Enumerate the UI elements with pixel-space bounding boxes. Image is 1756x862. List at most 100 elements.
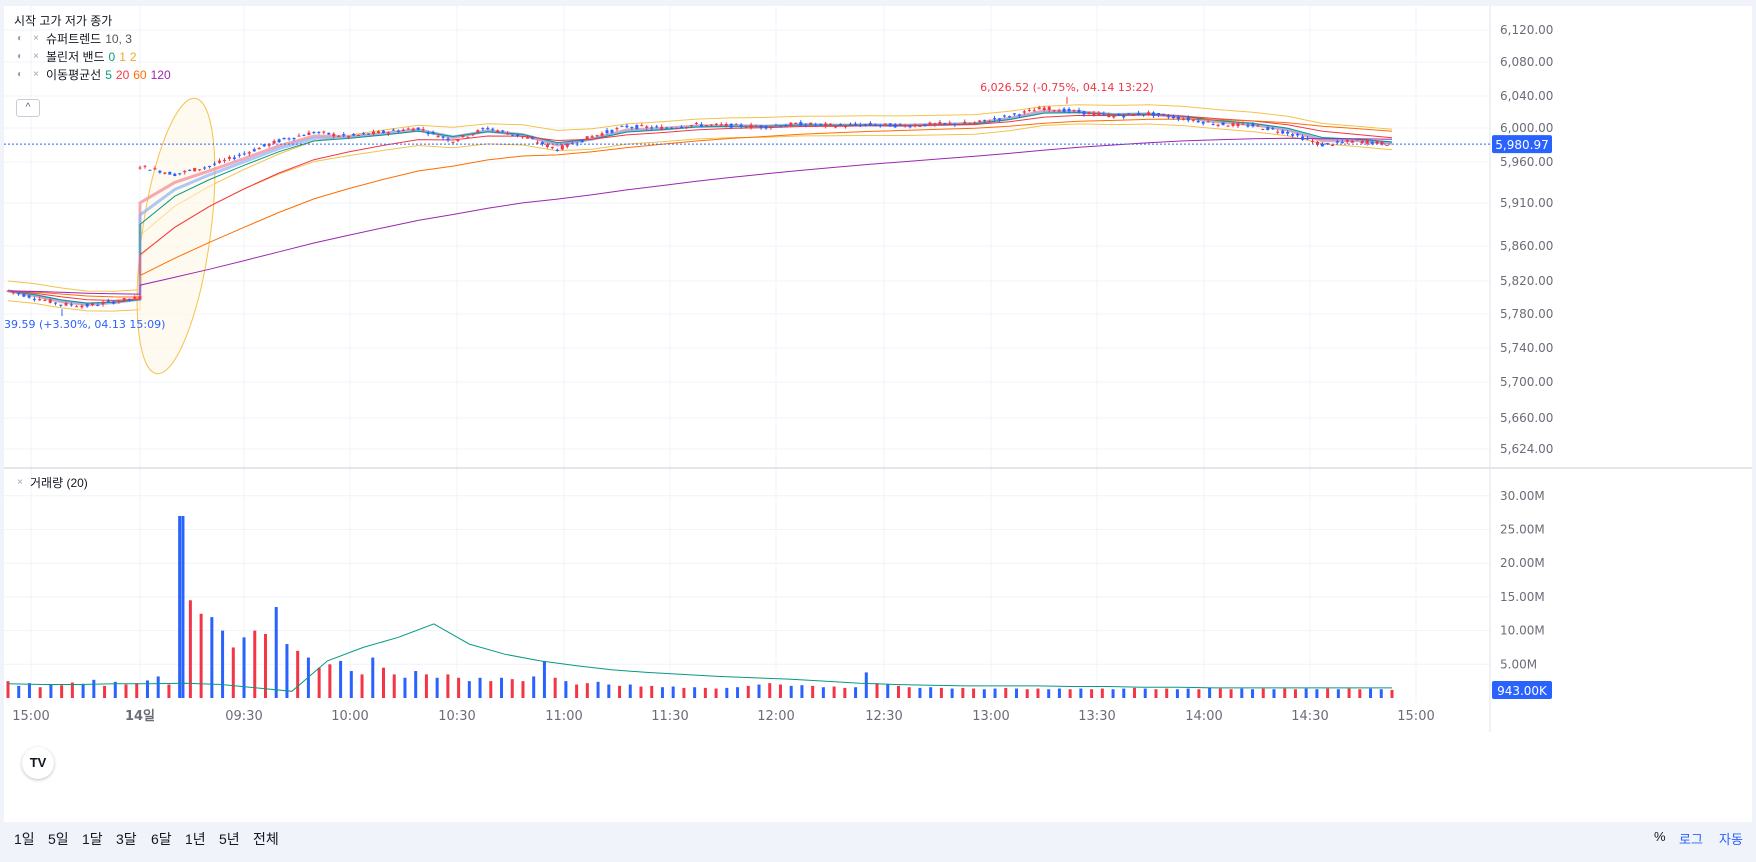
volume-bar [392,674,396,698]
current-volume-tag [1492,681,1552,699]
volume-bar [6,681,10,698]
candle-body [312,132,316,134]
candle-body [1107,114,1111,118]
range-3m[interactable]: 3달 [116,831,137,847]
candle-body [535,142,539,144]
range-6m[interactable]: 6달 [151,831,172,847]
candle-body [352,133,356,136]
candle-body [665,127,669,129]
range-1m[interactable]: 1달 [82,831,103,847]
candle-body [143,165,147,167]
candle-body [32,298,36,300]
close-icon[interactable]: × [33,32,39,44]
candle-body [804,124,808,126]
candle-body [1161,114,1165,116]
volume-tick-label: 20.00M [1500,556,1545,570]
volume-bar [242,637,246,698]
volume-bar [778,684,782,698]
candle-body [834,126,838,128]
ohlc-legend: 시작 고가 저가 종가 [14,12,112,29]
close-icon[interactable]: × [33,50,39,62]
log-scale-button[interactable]: 로그 [1679,832,1703,847]
auto-scale-button[interactable]: 자동 [1719,832,1743,847]
candle-body [342,134,346,136]
candle-body [401,129,405,131]
candle-body [983,119,987,121]
annotations: 5,980.97 943.00K 6,026.52 (-0.75%, 04.14 1… [4,81,1552,699]
range-5d[interactable]: 5일 [48,831,69,847]
ma-name: 이동평균선 [46,68,102,82]
volume-bar [1208,687,1212,698]
candle-body [1097,112,1101,115]
percent-scale-button[interactable]: % [1654,829,1666,844]
volume-bar [553,677,557,698]
candle-body [1320,143,1324,147]
volume-bar [1165,688,1169,698]
collapse-legend-button[interactable]: ^ [16,99,40,117]
candle-body [809,122,813,125]
range-1y[interactable]: 1년 [185,831,206,847]
time-tick-label: 14:00 [1185,709,1222,724]
volume-bar [188,600,192,698]
candle-body [1002,115,1006,117]
current-volume-label: 943.00K [1497,684,1548,698]
chart-canvas[interactable]: 6,120.00 6,080.00 6,040.00 6,000.00 5,960.00… [4,6,1752,822]
candle-body [188,169,192,171]
eye-off-icon[interactable]: ◐ [16,50,24,62]
price-tick-label: 5,660.00 [1500,411,1553,425]
candle-body [923,124,927,127]
candle-body [362,133,366,135]
candle-body [764,125,768,129]
candle-body [993,118,997,120]
price-tick-label: 5,624.00 [1500,442,1553,456]
supertrend-params: 10, 3 [105,31,132,46]
candle-body [227,156,231,159]
candle-body [913,124,917,127]
candle-body [1012,113,1016,115]
volume-bar [596,681,600,698]
range-5y[interactable]: 5년 [219,831,240,847]
candle-body [814,124,818,126]
candle-body [217,160,221,163]
candle-body [1062,108,1066,113]
candle-body [337,135,341,137]
close-icon[interactable]: × [17,476,23,488]
candle-body [302,135,306,137]
volume-tick-label: 15.00M [1500,590,1545,604]
candle-body [1231,123,1235,126]
candle-body [1092,112,1096,116]
eye-off-icon[interactable]: ◐ [16,68,24,80]
candle-body [1216,124,1220,126]
low-annotation: 39.59 (+3.30%, 04.13 15:09) [4,318,165,331]
close-icon[interactable]: × [33,68,39,80]
candle-body [709,124,713,126]
candle-body [1315,141,1319,145]
candle-body [699,124,703,127]
volume-bar [403,677,407,698]
current-price-tag [1492,135,1552,154]
candle-body [48,299,52,303]
candle-body [1211,124,1215,126]
volume-name: 거래량 (20) [30,476,88,490]
volume-bar [467,681,471,698]
candle-body [1166,116,1170,118]
candle-body [222,159,226,161]
time-tick-label: 12:00 [757,709,794,724]
candle-body [38,299,42,301]
candle-body [625,125,629,128]
candle-body [1291,134,1295,136]
tradingview-logo[interactable]: TV [22,747,54,779]
candle-body [1072,110,1076,112]
volume-bar [424,674,428,698]
candle-body [650,127,654,129]
volume-bar [1036,688,1040,698]
range-all[interactable]: 전체 [253,831,279,847]
volume-bar [60,685,64,698]
candle-body [1325,143,1329,145]
candle-body [22,294,26,297]
volume-bar [457,677,461,698]
volume-bar [660,687,664,698]
candle-body [888,123,892,127]
range-1d[interactable]: 1일 [14,831,35,847]
eye-off-icon[interactable]: ◐ [16,32,24,44]
